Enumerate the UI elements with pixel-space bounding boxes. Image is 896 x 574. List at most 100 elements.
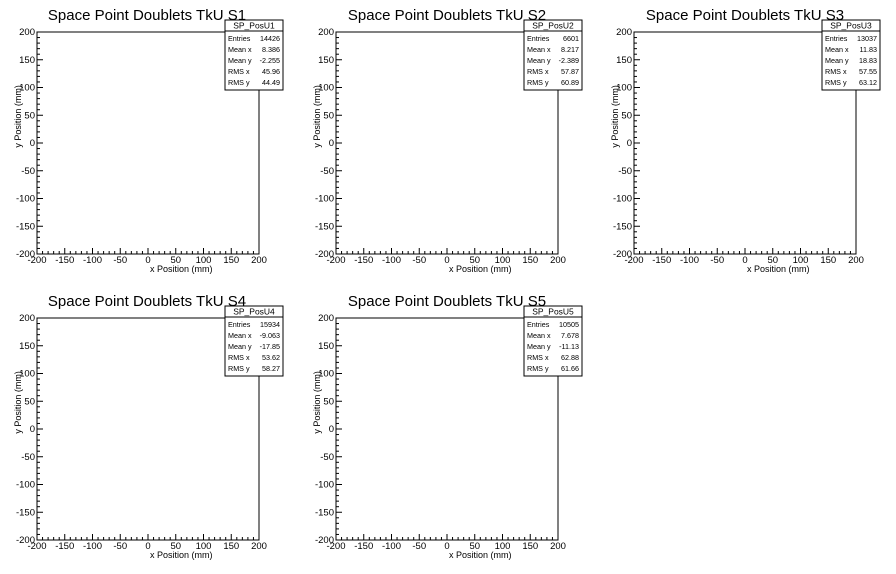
stats-value: 44.49 bbox=[262, 78, 280, 87]
y-tick-label: -150 bbox=[315, 221, 334, 232]
y-axis-label: y Position (mm) bbox=[13, 371, 23, 434]
stats-label: RMS x bbox=[527, 67, 549, 76]
y-tick-label: 150 bbox=[318, 55, 334, 66]
histogram-panel-5: -200-200-150-150-100-100-50-500050501001… bbox=[312, 293, 583, 560]
x-tick-label: 0 bbox=[742, 255, 747, 266]
x-tick-label: -50 bbox=[113, 255, 127, 266]
x-tick-label: 0 bbox=[145, 541, 150, 552]
stats-label: RMS y bbox=[527, 78, 549, 87]
x-tick-label: -100 bbox=[83, 541, 102, 552]
x-axis-label: x Position (mm) bbox=[150, 264, 213, 274]
x-tick-label: 50 bbox=[170, 541, 181, 552]
x-tick-label: -50 bbox=[113, 541, 127, 552]
histogram-panel-4: -200-200 -150 -150 -100 -100 -50 -50 0 0 50 50 100 1… bbox=[13, 293, 284, 560]
stats-label: Entries bbox=[228, 320, 251, 329]
y-tick-label: 0 bbox=[329, 138, 334, 149]
x-tick-label: -200 bbox=[27, 541, 46, 552]
stats-box-frame bbox=[224, 19, 284, 91]
x-tick-label: 200 bbox=[848, 255, 864, 266]
y-tick-label: 0 bbox=[30, 138, 35, 149]
y-tick-label: 0 bbox=[30, 424, 35, 435]
stats-label: RMS x bbox=[228, 353, 250, 362]
stats-box: SP_PosU4 Entries 15934 Mean x -9.063 Mean y -1… bbox=[224, 305, 284, 377]
y-tick-label: 200 bbox=[318, 27, 334, 38]
stats-label: Mean y bbox=[825, 56, 849, 65]
x-tick-label: -100 bbox=[382, 255, 401, 266]
y-tick-label: 150 bbox=[19, 341, 35, 352]
x-axis-label: x Position (mm) bbox=[150, 550, 213, 560]
y-tick-label: -100 bbox=[315, 194, 334, 205]
x-tick-label: 0 bbox=[444, 255, 449, 266]
x-tick-label: 150 bbox=[223, 255, 239, 266]
x-tick-label: -150 bbox=[652, 255, 671, 266]
x-tick-label: 50 bbox=[170, 255, 181, 266]
x-tick-label: 100 bbox=[196, 541, 212, 552]
y-axis-label: y Position (mm) bbox=[312, 85, 322, 148]
y-tick-label: -150 bbox=[613, 221, 632, 232]
histogram-panel-1: -200-200 -150 -150 -100 -100 -50 -50 0 0 50 50 100 1… bbox=[13, 7, 284, 274]
stats-label: Mean x bbox=[228, 45, 252, 54]
stats-label: Entries bbox=[527, 34, 550, 43]
stats-label: RMS y bbox=[228, 78, 250, 87]
stats-box-name: SP_PosU3 bbox=[830, 21, 872, 31]
y-tick-label: -50 bbox=[21, 166, 35, 177]
stats-label: Mean y bbox=[527, 56, 551, 65]
x-tick-label: 0 bbox=[145, 255, 150, 266]
stats-value: 58.27 bbox=[262, 364, 280, 373]
stats-box-frame bbox=[523, 19, 583, 91]
plot-area bbox=[37, 32, 259, 254]
stats-box: SP_PosU2 Entries 6601 Mean x 8.217 Mean y -2.3… bbox=[523, 19, 583, 91]
stats-label: Mean y bbox=[228, 342, 252, 351]
y-tick-label: 150 bbox=[616, 55, 632, 66]
x-tick-label: -200 bbox=[624, 255, 643, 266]
chart-title: Space Point Doublets TkU S3 bbox=[646, 7, 844, 24]
y-tick-label: -150 bbox=[16, 221, 35, 232]
x-tick-label: 100 bbox=[793, 255, 809, 266]
y-tick-label: -50 bbox=[618, 166, 632, 177]
stats-label: Entries bbox=[228, 34, 251, 43]
stats-value: 63.12 bbox=[859, 78, 877, 87]
x-tick-label: 50 bbox=[469, 255, 480, 266]
stats-value: 15934 bbox=[260, 320, 280, 329]
stats-label: RMS x bbox=[825, 67, 847, 76]
x-axis-label: x Position (mm) bbox=[747, 264, 810, 274]
y-tick-label: -100 bbox=[613, 194, 632, 205]
stats-label: Mean x bbox=[825, 45, 849, 54]
stats-value: -2.255 bbox=[260, 56, 280, 65]
x-tick-label: 200 bbox=[251, 255, 267, 266]
chart-title: Space Point Doublets TkU S4 bbox=[48, 293, 246, 310]
x-tick-label: -50 bbox=[710, 255, 724, 266]
stats-value: 13037 bbox=[857, 34, 877, 43]
stats-label: Mean x bbox=[527, 45, 551, 54]
y-tick-label: -50 bbox=[320, 166, 334, 177]
stats-value: -17.85 bbox=[260, 342, 280, 351]
plot-area bbox=[336, 318, 558, 540]
y-tick-label: -200 bbox=[315, 249, 334, 260]
x-tick-label: -100 bbox=[680, 255, 699, 266]
stats-label: RMS y bbox=[228, 364, 250, 373]
y-tick-label: -50 bbox=[21, 452, 35, 463]
stats-value: 18.83 bbox=[859, 56, 877, 65]
stats-value: 57.55 bbox=[859, 67, 877, 76]
y-axis-label: y Position (mm) bbox=[610, 85, 620, 148]
y-tick-label: -100 bbox=[16, 194, 35, 205]
stats-value: -9.063 bbox=[260, 331, 280, 340]
plot-area bbox=[634, 32, 856, 254]
stats-label: RMS x bbox=[228, 67, 250, 76]
x-tick-label: 200 bbox=[550, 255, 566, 266]
x-tick-label: 50 bbox=[767, 255, 778, 266]
x-tick-label: -150 bbox=[55, 541, 74, 552]
x-tick-label: -200 bbox=[27, 255, 46, 266]
stats-value: 14426 bbox=[260, 34, 280, 43]
chart-title: Space Point Doublets TkU S2 bbox=[348, 7, 546, 24]
stats-value: 57.87 bbox=[561, 67, 579, 76]
histogram-panel-2: -200-200 -150 -150 -100 -100 -50 -50 0 0 50 50 100 1… bbox=[312, 7, 583, 274]
stats-label: Mean y bbox=[228, 56, 252, 65]
stats-value: 53.62 bbox=[262, 353, 280, 362]
stats-label: Entries bbox=[825, 34, 848, 43]
x-tick-label: -150 bbox=[354, 255, 373, 266]
y-tick-label: 100 bbox=[616, 83, 632, 94]
stats-value: 8.386 bbox=[262, 45, 280, 54]
stats-box-frame bbox=[224, 305, 284, 377]
x-axis-label: x Position (mm) bbox=[449, 264, 512, 274]
